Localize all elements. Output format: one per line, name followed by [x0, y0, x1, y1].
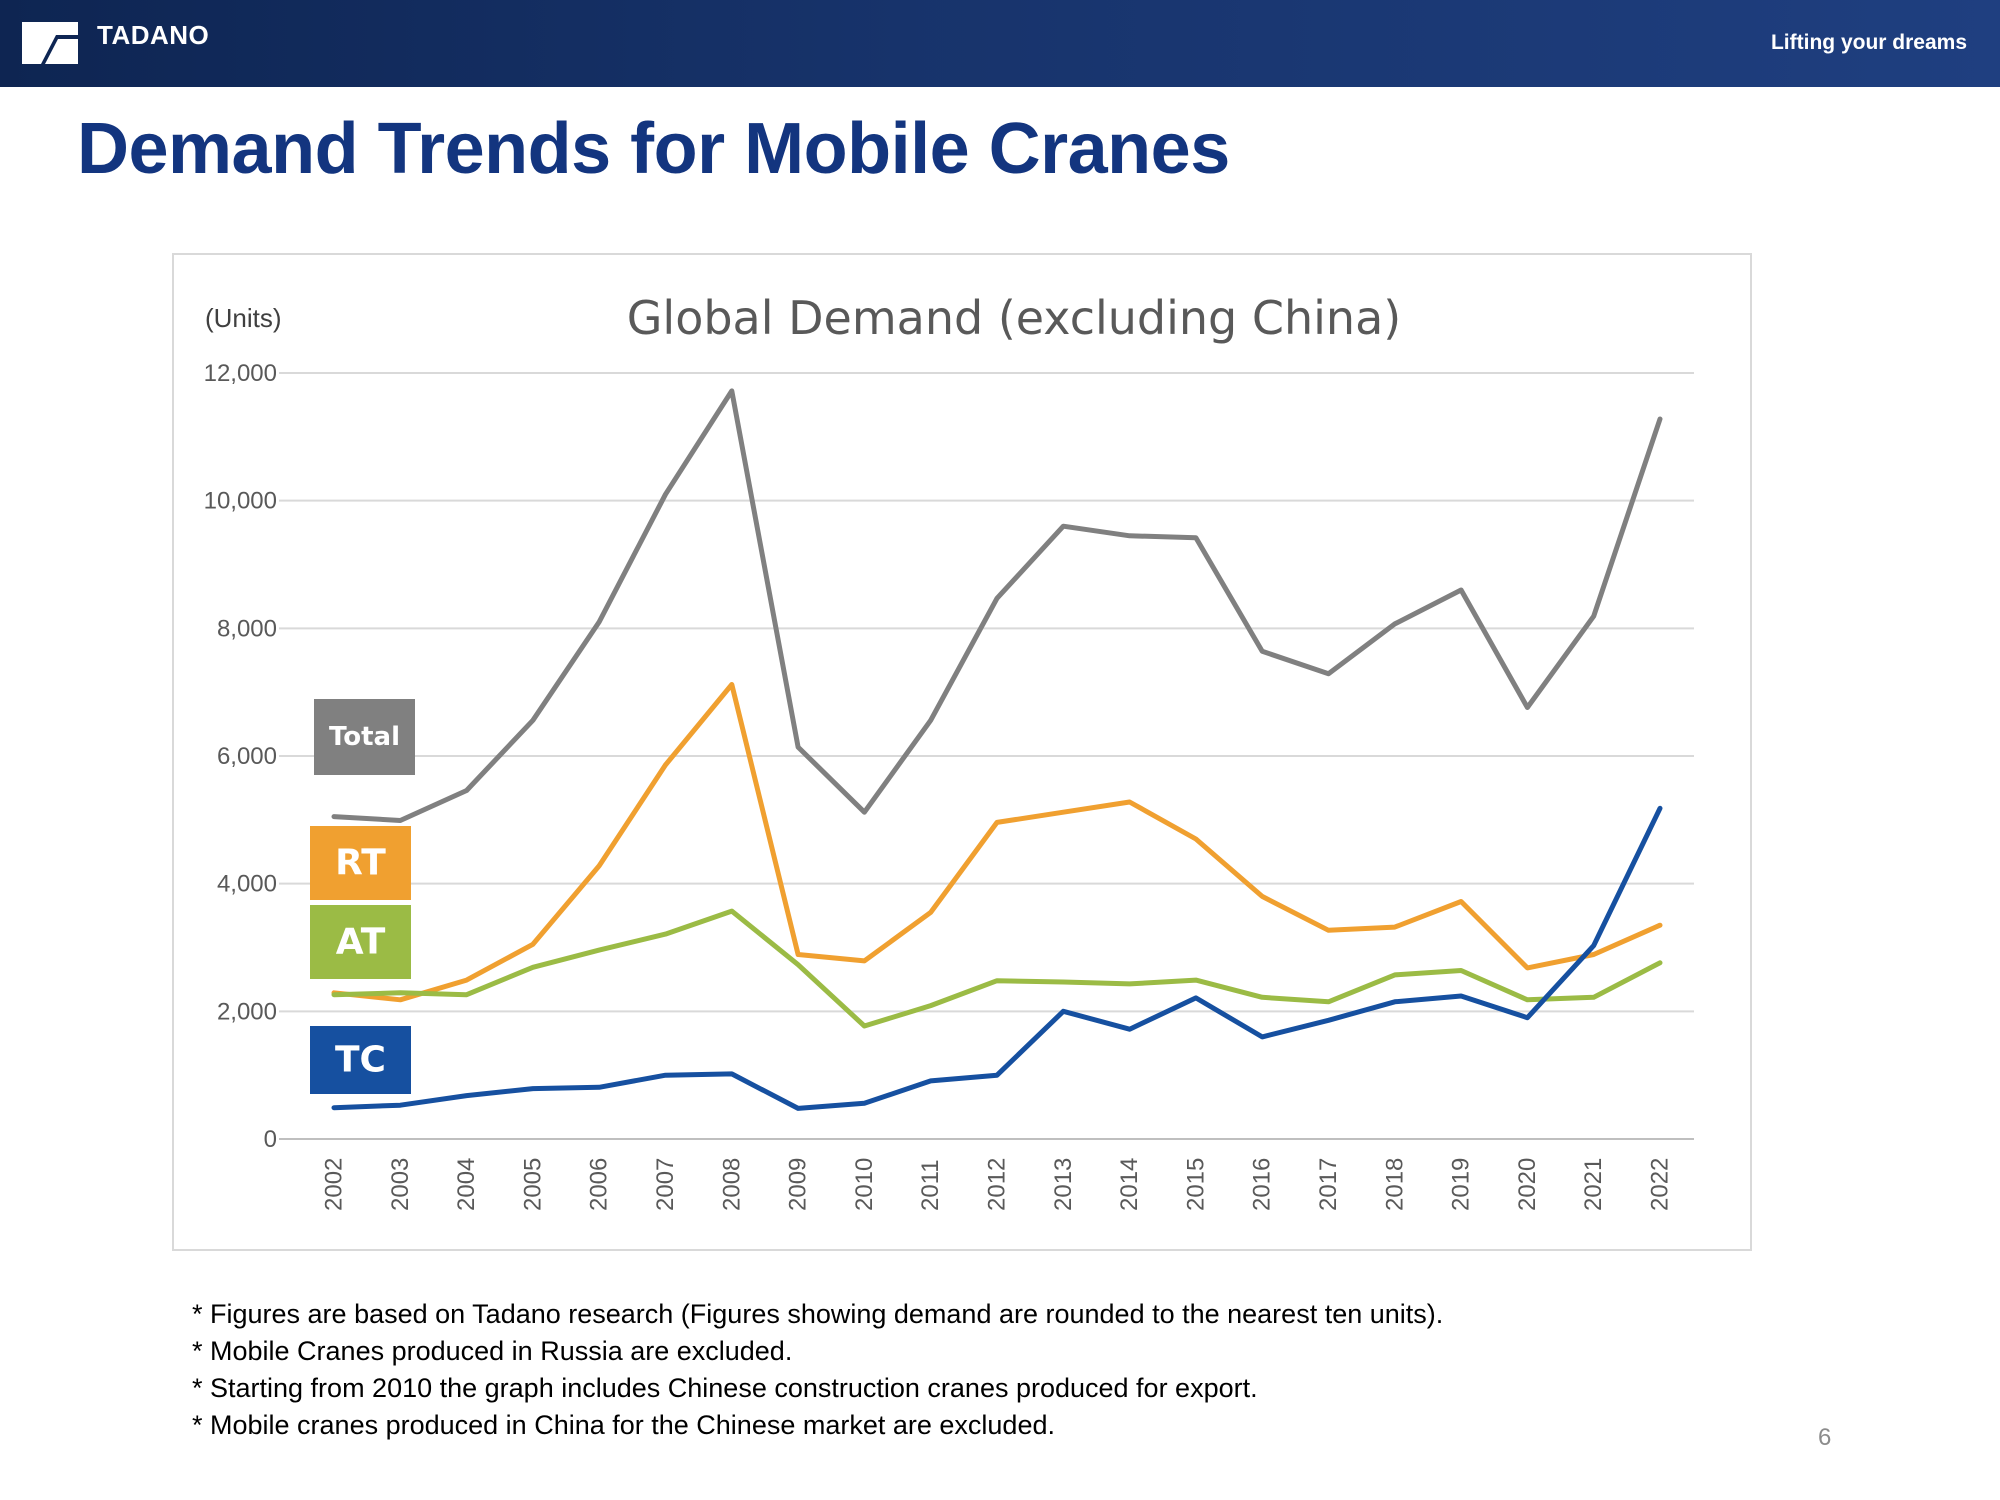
x-tick-label: 2019	[1448, 1158, 1475, 1211]
y-tick-label: 0	[264, 1126, 277, 1153]
x-tick-label: 2008	[718, 1158, 745, 1211]
y-tick-label: 10,000	[204, 488, 277, 515]
x-tick-label: 2020	[1514, 1158, 1541, 1211]
tadano-logo-icon	[22, 22, 78, 64]
x-tick-label: 2015	[1182, 1158, 1209, 1211]
x-tick-label: 2002	[321, 1158, 348, 1211]
y-tick-label: 4,000	[217, 871, 277, 898]
y-tick-label: 2,000	[217, 998, 277, 1025]
series-label-box	[314, 699, 415, 775]
series-label-box	[310, 1026, 411, 1094]
series-label-text: Total	[329, 722, 400, 752]
y-axis-ticks: 0 2,000 4,000 6,000 8,000 10,000 12,000	[204, 360, 277, 1153]
chart-frame: (Units) Global Demand (excluding China) …	[172, 253, 1752, 1251]
series-label-at: AT	[310, 905, 411, 979]
x-tick-label: 2007	[652, 1158, 679, 1211]
brand-name: TADANO	[97, 20, 210, 50]
series-label-text: RT	[335, 843, 386, 884]
footnotes: * Figures are based on Tadano research (…	[192, 1296, 1443, 1444]
series-label-tc: TC	[310, 1026, 411, 1094]
series-labels: Total RT AT TC	[310, 699, 415, 1094]
chart-title: Global Demand (excluding China)	[627, 291, 1401, 345]
series-label-text: TC	[335, 1040, 386, 1081]
x-tick-label: 2009	[785, 1158, 812, 1211]
x-tick-label: 2017	[1315, 1158, 1342, 1211]
x-tick-label: 2022	[1647, 1158, 1674, 1211]
y-tick-label: 6,000	[217, 743, 277, 770]
header-bar: TADANO Lifting your dreams	[0, 0, 2000, 87]
y-axis-unit-label: (Units)	[205, 303, 282, 333]
series-line-at	[331, 908, 1663, 1029]
series-label-box	[310, 826, 411, 900]
x-axis-ticks: 2002 2003 2004 2005 2006 2007 2008 2009 2010 2011…	[321, 1158, 1674, 1211]
x-tick-label: 2010	[851, 1158, 878, 1211]
series-line-tc	[331, 805, 1663, 1111]
series-lines	[331, 388, 1663, 1111]
x-tick-label: 2004	[453, 1158, 480, 1211]
y-tick-label: 12,000	[204, 360, 277, 387]
series-label-box	[310, 905, 411, 979]
series-line-rt	[331, 682, 1663, 1003]
x-tick-label: 2006	[586, 1158, 613, 1211]
series-label-text: AT	[336, 922, 386, 963]
footnote: * Figures are based on Tadano research (…	[192, 1299, 1444, 1329]
x-tick-label: 2003	[387, 1158, 414, 1211]
x-tick-label: 2013	[1050, 1158, 1077, 1211]
x-tick-label: 2014	[1116, 1158, 1143, 1211]
page-number: 6	[1818, 1424, 1832, 1451]
x-tick-label: 2012	[984, 1158, 1011, 1211]
gridlines	[279, 372, 1694, 1140]
series-label-total: Total	[314, 699, 415, 775]
x-tick-label: 2016	[1249, 1158, 1276, 1211]
page-title: Demand Trends for Mobile Cranes	[77, 109, 1230, 189]
series-line-total	[331, 388, 1663, 823]
series-label-rt: RT	[310, 826, 411, 900]
line-chart: (Units) Global Demand (excluding China) …	[204, 291, 1694, 1211]
x-tick-label: 2018	[1381, 1158, 1408, 1211]
footnote: * Starting from 2010 the graph includes …	[192, 1373, 1258, 1403]
footnote: * Mobile Cranes produced in Russia are e…	[192, 1336, 793, 1366]
x-tick-label: 2011	[917, 1159, 944, 1211]
x-tick-label: 2021	[1580, 1158, 1607, 1211]
y-tick-label: 8,000	[217, 615, 277, 642]
x-tick-label: 2005	[519, 1158, 546, 1211]
footnote: * Mobile cranes produced in China for th…	[192, 1410, 1055, 1440]
tagline: Lifting your dreams	[1770, 31, 1967, 54]
